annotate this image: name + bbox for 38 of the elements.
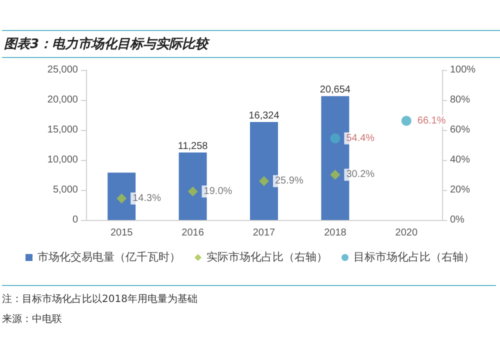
y2-tick-label: 80%: [450, 94, 470, 106]
text: 注：目标市场化占比以2018年用电量为基础: [2, 292, 198, 306]
point: [401, 116, 412, 126]
data-label: 11,258: [178, 140, 208, 152]
data-label: 19.0%: [204, 186, 232, 197]
chart-title: 图表3：电力市场化目标与实际比较: [2, 30, 500, 58]
legend-label: 实际市场化占比（右轴）: [206, 250, 328, 264]
data-label: 54.4%: [346, 132, 375, 144]
y2-tick-label: 40%: [450, 154, 470, 166]
x-tick-label: 2018: [324, 228, 347, 238]
y-tick-label: 20,000: [47, 94, 78, 106]
data-label: 66.1%: [417, 115, 446, 126]
y2-tick-label: 20%: [450, 184, 470, 196]
data-label: 14.3%: [132, 193, 162, 204]
x-tick-label: 2020: [395, 228, 418, 238]
data-label: 16,324: [248, 110, 280, 122]
legend-label: 市场化交易电量（亿千瓦时）: [38, 250, 180, 264]
x-tick-label: 2016: [182, 228, 204, 238]
y-tick-label: 15,000: [47, 124, 78, 136]
data-label: 25.9%: [275, 176, 304, 187]
x-tick-label: 2015: [110, 228, 134, 238]
x-tick-label: 2017: [252, 228, 276, 238]
y-tick-label: 5,000: [52, 184, 78, 196]
point: [188, 186, 198, 196]
data-label: 20,654: [320, 84, 351, 96]
y-tick-label: 10,000: [47, 154, 78, 166]
y2-tick-label: 100%: [450, 64, 476, 76]
point: [259, 176, 269, 186]
data-label: 30.2%: [346, 169, 375, 180]
source-note: 来源：中电联: [2, 312, 63, 326]
y-tick-label: 25,000: [47, 64, 78, 76]
point: [116, 194, 127, 204]
point: [330, 133, 340, 144]
y2-tick-label: 0%: [450, 214, 465, 226]
legend-label: 目标市场化占比（右轴）: [354, 250, 474, 264]
y2-tick-label: 60%: [450, 124, 470, 136]
y-tick-label: 0: [72, 214, 78, 226]
point: [330, 170, 340, 180]
